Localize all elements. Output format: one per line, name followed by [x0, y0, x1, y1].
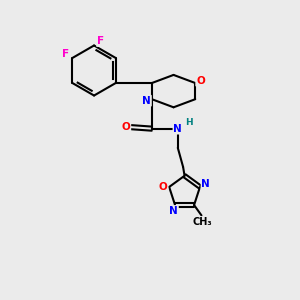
Text: H: H: [185, 118, 193, 127]
Text: CH₃: CH₃: [192, 217, 212, 227]
Text: O: O: [159, 182, 168, 192]
Text: F: F: [62, 49, 70, 58]
Text: F: F: [97, 36, 104, 46]
Text: N: N: [142, 96, 151, 106]
Text: N: N: [202, 179, 210, 189]
Text: O: O: [196, 76, 205, 86]
Text: O: O: [122, 122, 130, 132]
Text: N: N: [173, 124, 182, 134]
Text: N: N: [169, 206, 178, 216]
